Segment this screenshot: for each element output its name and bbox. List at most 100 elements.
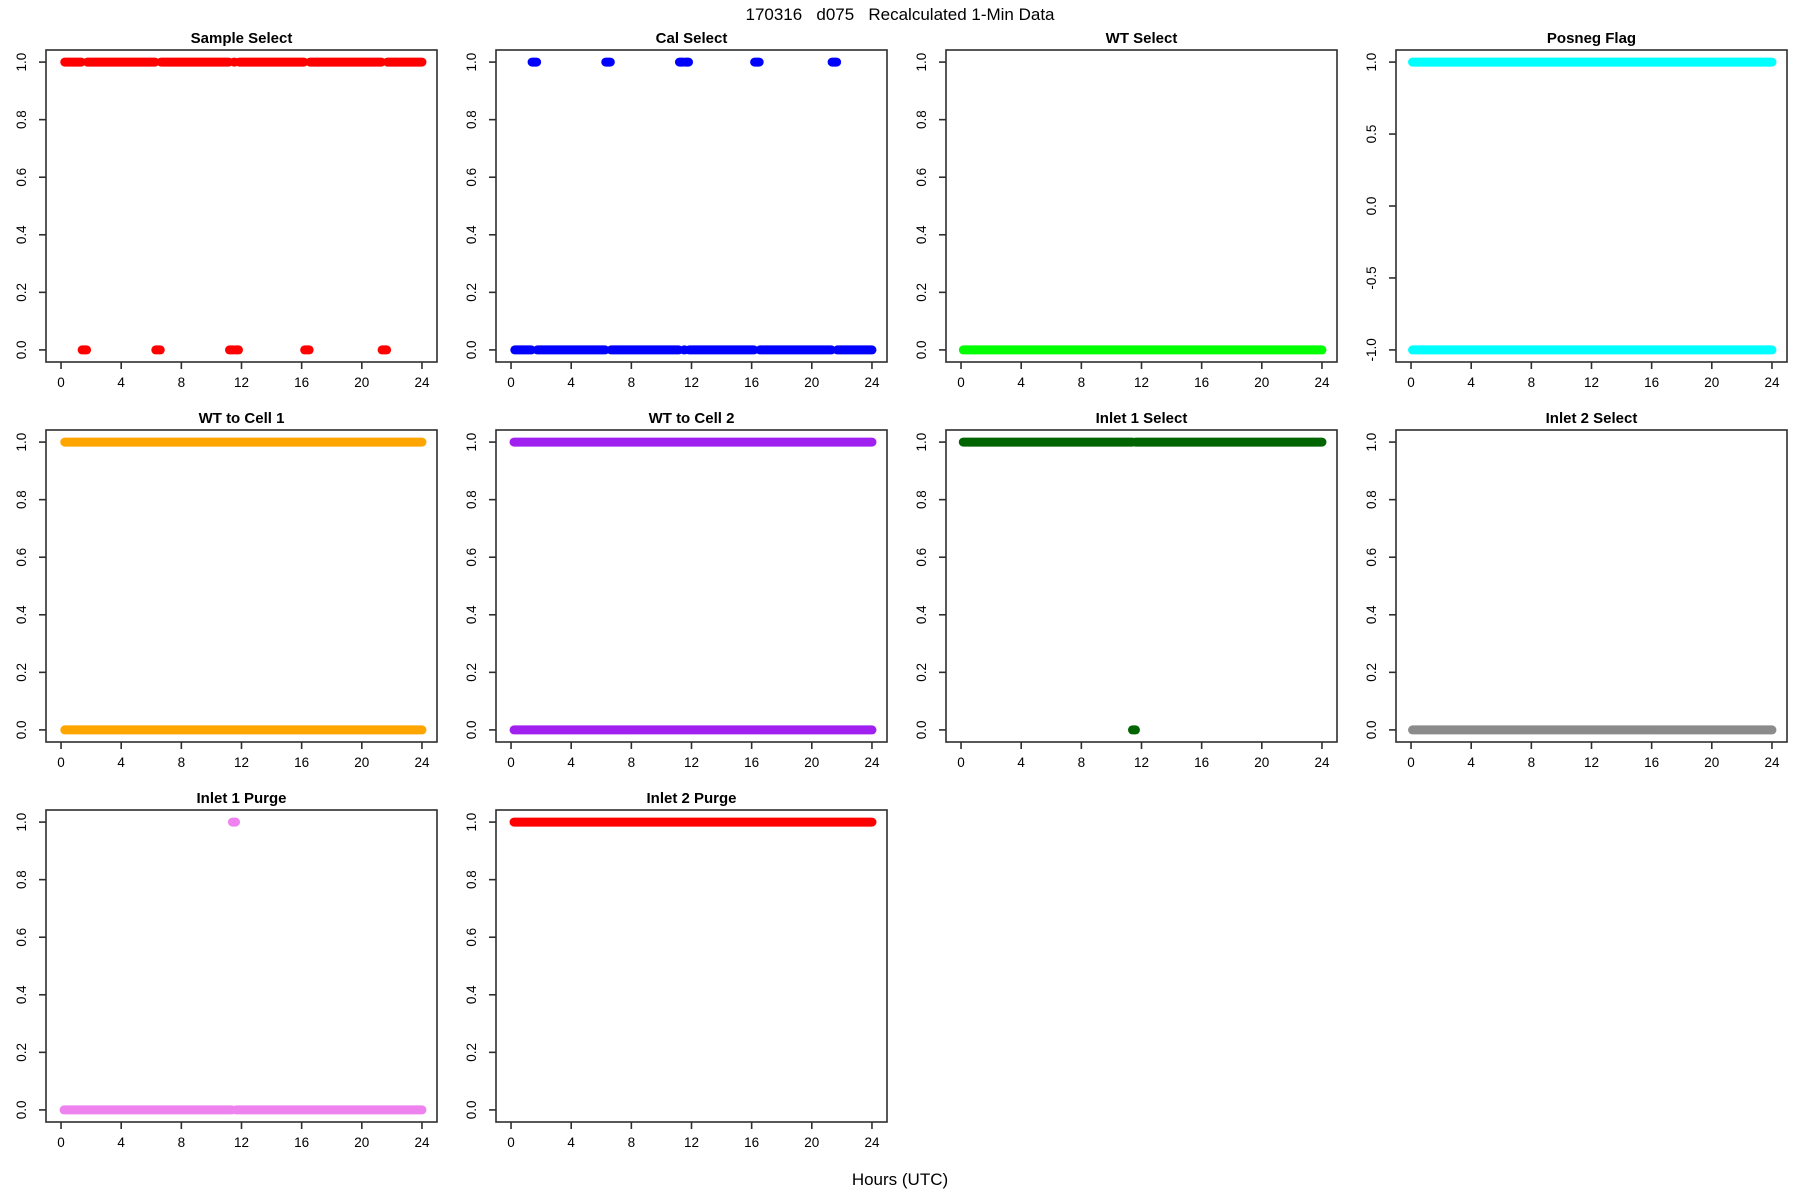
y-tick-label: 1.0 <box>14 433 29 452</box>
x-tick-label: 20 <box>1254 375 1269 390</box>
x-tick-label: 0 <box>1407 375 1415 390</box>
plot-canvas: Sample Select 0 4 8 12 16 20 24 0.0 0.2 0.4 0.6 0.8 1… <box>14 30 438 390</box>
y-tick-label: 0.5 <box>1364 125 1379 144</box>
y-tick-label: 0.8 <box>464 110 479 129</box>
y-tick-label: 0.2 <box>464 1043 479 1062</box>
x-tick-label: 4 <box>567 1135 575 1150</box>
y-tick-label: 0.8 <box>464 490 479 509</box>
plots-grid: Sample Select 0 4 8 12 16 20 24 0.0 0.2 0.4 0.6 0.8 1… <box>0 30 1800 1170</box>
subplot-inlet-2-purge: Inlet 2 Purge 0 4 8 12 16 20 24 0.0 0.2 0.4 0.6 0.8 1… <box>450 790 900 1170</box>
x-tick-label: 4 <box>567 375 575 390</box>
plot-title: Sample Select <box>191 30 293 47</box>
y-tick-label: 0.6 <box>14 548 29 567</box>
y-tick-label: 0.8 <box>464 870 479 889</box>
y-tick-label: 0.6 <box>464 928 479 947</box>
x-tick-label: 12 <box>1584 375 1599 390</box>
y-tick-label: 0.4 <box>14 985 29 1004</box>
x-tick-label: 24 <box>1764 375 1780 390</box>
x-tick-label: 12 <box>684 1135 699 1150</box>
x-tick-label: 0 <box>507 375 515 390</box>
plot-title: Inlet 1 Purge <box>196 790 286 807</box>
y-tick-label: -1.0 <box>1364 338 1379 361</box>
x-tick-label: 24 <box>414 755 430 770</box>
x-tick-label: 4 <box>1467 755 1475 770</box>
plot-title: WT to Cell 1 <box>199 410 285 427</box>
plot-title: Inlet 2 Purge <box>646 790 736 807</box>
y-tick-label: 0.6 <box>14 168 29 187</box>
subplot-wt-to-cell-2: WT to Cell 2 0 4 8 12 16 20 24 0.0 0.2 0.4 0.6 0.8 1.… <box>450 410 900 790</box>
figure-header: 170316 d075 Recalculated 1-Min Data <box>0 0 1800 30</box>
x-tick-label: 12 <box>234 375 249 390</box>
x-tick-label: 4 <box>117 755 125 770</box>
y-tick-label: 1.0 <box>1364 53 1379 72</box>
plot-box <box>495 809 888 1123</box>
y-tick-label: 1.0 <box>914 433 929 452</box>
y-tick-label: 0.8 <box>914 490 929 509</box>
y-tick-label: 0.6 <box>464 548 479 567</box>
x-tick-label: 16 <box>744 755 759 770</box>
x-tick-label: 12 <box>1584 755 1599 770</box>
plot-box <box>45 809 438 1123</box>
x-tick-label: 8 <box>178 755 186 770</box>
y-tick-label: 1.0 <box>14 53 29 72</box>
y-tick-label: -0.5 <box>1364 266 1379 289</box>
x-tick-label: 4 <box>117 375 125 390</box>
subplot-wt-select: WT Select 0 4 8 12 16 20 24 0.0 0.2 0.4 0.6 0.8 1.0 <box>900 30 1350 410</box>
plot-canvas: Cal Select 0 4 8 12 16 20 24 0.0 0.2 0.4 0.6 0.8 1.0 <box>464 30 888 390</box>
y-tick-label: 0.4 <box>464 605 479 624</box>
plot-box <box>1395 49 1788 363</box>
plot-canvas: WT to Cell 1 0 4 8 12 16 20 24 0.0 0.2 0.4 0.6 0.8 1.… <box>14 410 438 770</box>
y-tick-label: 0.0 <box>464 1101 479 1120</box>
y-tick-label: 0.0 <box>1364 197 1379 216</box>
x-tick-label: 24 <box>414 375 430 390</box>
x-tick-label: 12 <box>234 1135 249 1150</box>
x-tick-label: 4 <box>117 1135 125 1150</box>
y-tick-label: 0.6 <box>914 168 929 187</box>
x-tick-label: 20 <box>354 1135 369 1150</box>
y-tick-label: 0.0 <box>1364 721 1379 740</box>
y-tick-label: 1.0 <box>1364 433 1379 452</box>
subplot-inlet-1-purge: Inlet 1 Purge 0 4 8 12 16 20 24 0.0 0.2 0.4 0.6 0.8 1… <box>0 790 450 1170</box>
y-tick-label: 1.0 <box>464 53 479 72</box>
y-tick-label: 0.6 <box>464 168 479 187</box>
y-tick-label: 0.8 <box>914 110 929 129</box>
plot-canvas: Inlet 2 Select 0 4 8 12 16 20 24 0.0 0.2 0.4 0.6 0.8… <box>1364 410 1788 770</box>
x-tick-label: 16 <box>744 1135 759 1150</box>
y-tick-label: 1.0 <box>464 433 479 452</box>
y-tick-label: 0.4 <box>14 225 29 244</box>
x-tick-label: 0 <box>57 1135 65 1150</box>
plot-title: Posneg Flag <box>1547 30 1636 47</box>
subplot-wt-to-cell-1: WT to Cell 1 0 4 8 12 16 20 24 0.0 0.2 0.4 0.6 0.8 1.… <box>0 410 450 790</box>
x-tick-label: 24 <box>1764 755 1780 770</box>
x-tick-label: 0 <box>957 755 965 770</box>
x-tick-label: 4 <box>567 755 575 770</box>
y-tick-label: 1.0 <box>914 53 929 72</box>
x-tick-label: 24 <box>864 1135 880 1150</box>
y-tick-label: 0.4 <box>464 985 479 1004</box>
x-tick-label: 8 <box>178 375 186 390</box>
y-tick-label: 0.8 <box>14 870 29 889</box>
x-tick-label: 20 <box>804 755 819 770</box>
x-tick-label: 24 <box>414 1135 430 1150</box>
y-tick-label: 0.4 <box>14 605 29 624</box>
x-tick-label: 24 <box>864 755 880 770</box>
plot-box <box>945 49 1338 363</box>
plot-box <box>1395 429 1788 743</box>
y-tick-label: 1.0 <box>14 813 29 832</box>
plot-title: WT to Cell 2 <box>649 410 735 427</box>
y-tick-label: 0.8 <box>14 110 29 129</box>
x-tick-label: 0 <box>57 755 65 770</box>
x-tick-label: 4 <box>1017 755 1025 770</box>
plot-canvas: Posneg Flag 0 4 8 12 16 20 24 -1.0 -0.5 0.0 0.5 1.0 <box>1364 30 1788 390</box>
x-tick-label: 16 <box>1644 755 1659 770</box>
y-tick-label: 0.2 <box>1364 663 1379 682</box>
x-tick-label: 8 <box>1528 375 1536 390</box>
plot-box <box>495 429 888 743</box>
x-tick-label: 16 <box>1194 755 1209 770</box>
x-tick-label: 12 <box>234 755 249 770</box>
y-tick-label: 0.8 <box>14 490 29 509</box>
x-tick-label: 20 <box>354 755 369 770</box>
plot-box <box>45 49 438 363</box>
x-tick-label: 20 <box>804 1135 819 1150</box>
